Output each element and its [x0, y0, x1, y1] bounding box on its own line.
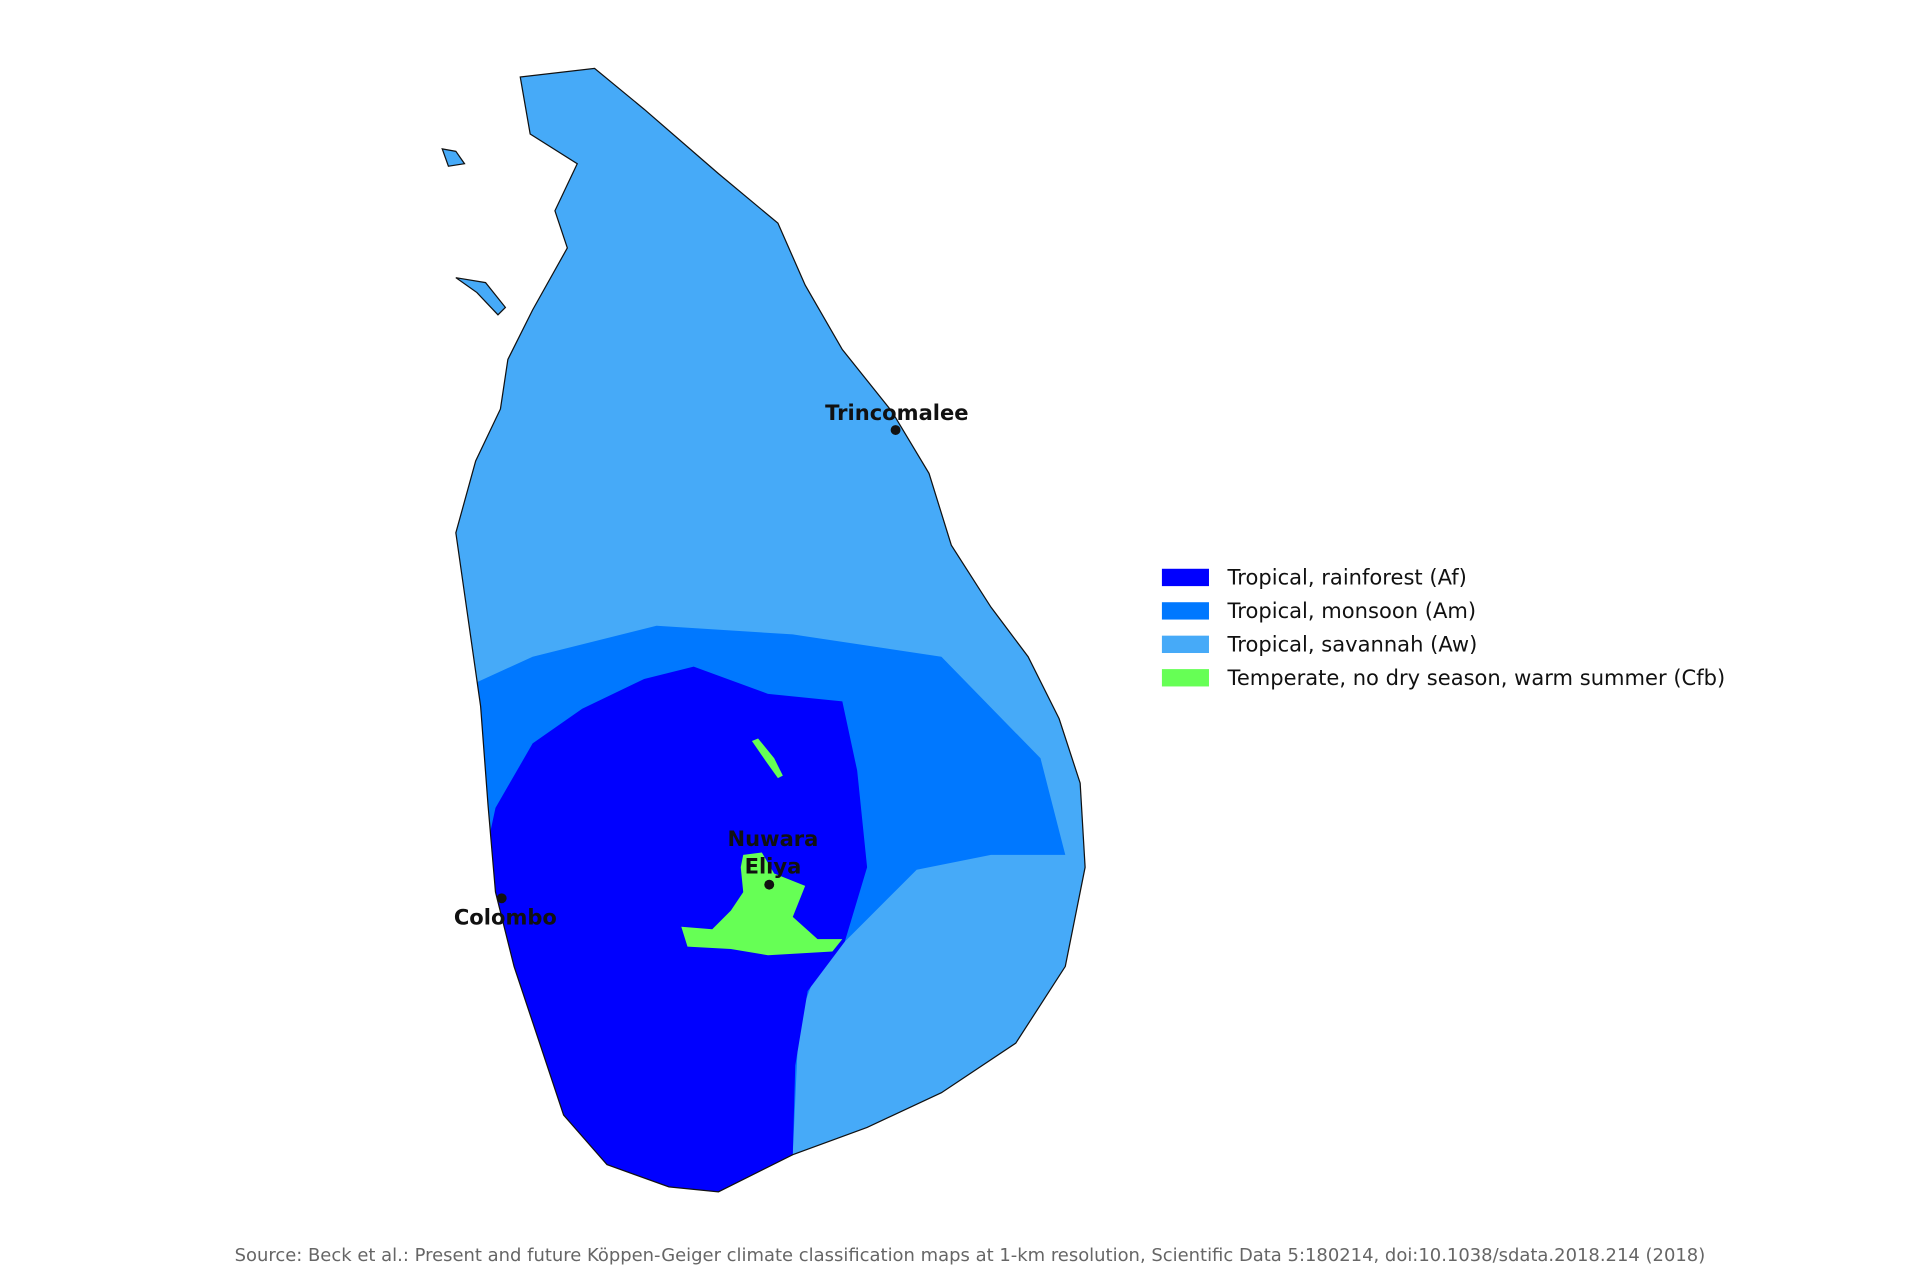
legend-label: Tropical, rainforest (Af): [1227, 565, 1467, 590]
island: [441, 67, 1086, 1193]
legend-label: Tropical, monsoon (Am): [1227, 598, 1477, 623]
city-label: Nuwara: [728, 826, 819, 851]
legend-swatch: [1161, 669, 1209, 687]
temperate-patch: [751, 738, 783, 779]
islet: [441, 148, 466, 167]
temperate-region: [681, 852, 843, 956]
legend-label: Tropical, savannah (Aw): [1227, 632, 1478, 657]
legend: Tropical, rainforest (Af) Tropical, monso…: [1161, 565, 1726, 690]
city-marker: [496, 893, 507, 904]
city-marker: [764, 879, 775, 890]
city-label: Trincomalee: [825, 400, 968, 425]
source-note: Source: Beck et al.: Present and future …: [235, 1245, 1706, 1266]
city-label: Eliya: [745, 853, 802, 878]
city-label: Colombo: [454, 904, 557, 929]
city-marker: [890, 425, 901, 435]
legend-swatch: [1161, 602, 1209, 620]
legend-swatch: [1161, 635, 1209, 654]
islet: [455, 277, 507, 316]
legend-label: Temperate, no dry season, warm summer (C…: [1227, 665, 1726, 690]
rainforest-region: [488, 666, 868, 1192]
legend-swatch: [1161, 568, 1209, 587]
